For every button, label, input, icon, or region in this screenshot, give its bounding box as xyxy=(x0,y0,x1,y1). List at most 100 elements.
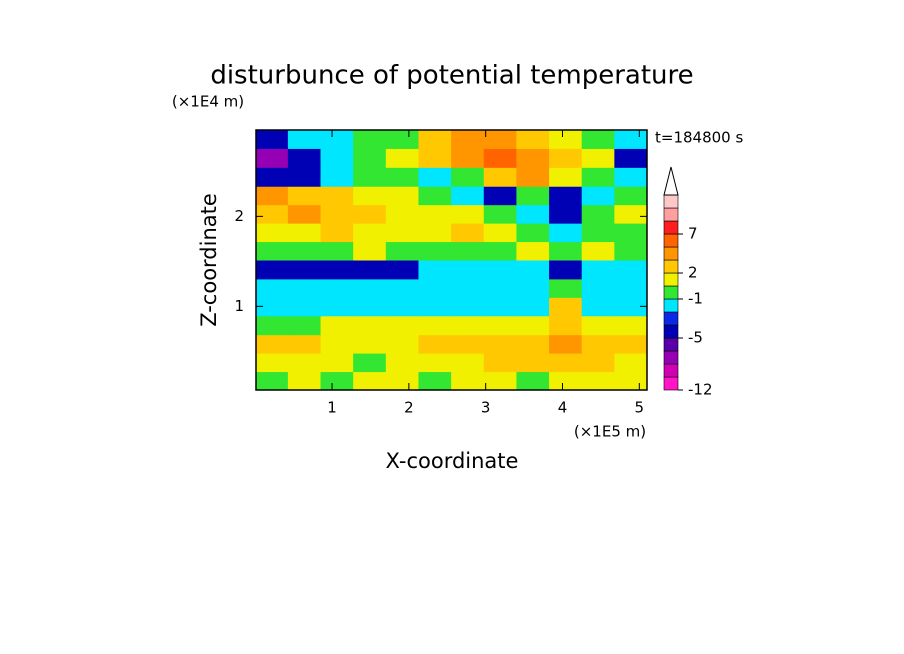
contour-cell xyxy=(549,148,583,168)
contour-cell xyxy=(320,334,354,354)
contour-cell xyxy=(418,241,452,261)
contour-cell xyxy=(614,315,648,336)
contour-cell xyxy=(581,186,615,206)
contour-cell xyxy=(614,223,648,243)
contour-cell xyxy=(614,371,648,391)
colorbar-arrow xyxy=(663,166,679,196)
contour-cell xyxy=(385,353,419,373)
contour-cell xyxy=(549,278,583,298)
y-unit: (×1E4 m) xyxy=(172,93,244,111)
contour-cell xyxy=(451,315,485,336)
contour-cell xyxy=(581,241,615,261)
contour-cell xyxy=(320,223,354,243)
contour-cell xyxy=(320,204,354,224)
contour-cell xyxy=(385,278,419,298)
contour-cell xyxy=(614,204,648,224)
contour-cell xyxy=(549,223,583,243)
contour-cell xyxy=(451,334,485,354)
contour-cell xyxy=(385,204,419,224)
colorbar-box xyxy=(663,220,679,235)
contour-cell xyxy=(287,297,322,317)
contour-cell xyxy=(581,353,615,373)
plot-frame xyxy=(255,129,648,391)
contour-cell xyxy=(614,186,648,206)
x-tick-label: 2 xyxy=(404,399,414,417)
contour-cell xyxy=(549,315,583,336)
contour-cell xyxy=(320,186,354,206)
contour-cell xyxy=(581,278,615,298)
contour-cell xyxy=(516,371,550,391)
contour-cell xyxy=(287,241,322,261)
contour-cell xyxy=(549,371,583,391)
time-label: t=184800 s xyxy=(655,129,743,147)
contour-cell xyxy=(353,186,387,206)
contour-cell xyxy=(418,315,452,336)
contour-cell xyxy=(353,130,387,149)
contour-cell xyxy=(483,186,517,206)
contour-cell xyxy=(256,167,289,187)
contour-cell xyxy=(483,334,517,354)
contour-cell xyxy=(353,334,387,354)
colorbar-box xyxy=(663,259,679,274)
contour-cell xyxy=(516,315,550,336)
contour-cell xyxy=(353,204,387,224)
contour-cell xyxy=(418,278,452,298)
chart-title: disturbunce of potential temperature xyxy=(210,61,693,91)
contour-cell xyxy=(451,297,485,317)
contour-cell xyxy=(353,167,387,187)
contour-cell xyxy=(581,167,615,187)
contour-cell xyxy=(385,167,419,187)
contour-cell xyxy=(287,260,322,280)
contour-cell xyxy=(418,260,452,280)
y-tick-label: 2 xyxy=(234,207,244,225)
colorbar-box xyxy=(663,337,679,352)
contour-cell xyxy=(451,353,485,373)
contour-cell xyxy=(516,278,550,298)
contour-cell xyxy=(385,148,419,168)
contour-cell xyxy=(418,297,452,317)
colorbar-box xyxy=(663,298,679,313)
contour-cell xyxy=(256,260,289,280)
contour-cell xyxy=(418,130,452,149)
contour-cell xyxy=(516,353,550,373)
contour-cell xyxy=(451,167,485,187)
contour-cell xyxy=(256,241,289,261)
contour-cell xyxy=(451,260,485,280)
contour-cell xyxy=(581,130,615,149)
contour-cell xyxy=(483,148,517,168)
colorbar-box xyxy=(663,363,679,378)
contour-cell xyxy=(451,278,485,298)
contour-cell xyxy=(516,148,550,168)
contour-cell xyxy=(320,297,354,317)
contour-cell xyxy=(385,223,419,243)
contour-cell xyxy=(483,371,517,391)
contour-cell xyxy=(256,186,289,206)
contour-cell xyxy=(320,278,354,298)
contour-cell xyxy=(353,278,387,298)
contour-cell xyxy=(581,315,615,336)
contour-cell xyxy=(256,278,289,298)
contour-cell xyxy=(581,297,615,317)
contour-cell xyxy=(483,130,517,149)
contour-cell xyxy=(353,353,387,373)
contour-cell xyxy=(614,241,648,261)
contour-cell xyxy=(451,371,485,391)
colorbar-box xyxy=(663,194,679,209)
contour-cell xyxy=(353,371,387,391)
contour-cell xyxy=(549,241,583,261)
colorbar-box xyxy=(663,233,679,248)
contour-cell xyxy=(614,130,648,149)
colorbar-box xyxy=(663,207,679,222)
contour-cell xyxy=(516,260,550,280)
contour-cell xyxy=(353,260,387,280)
contour-cell xyxy=(320,353,354,373)
contour-cell xyxy=(418,371,452,391)
contour-cell xyxy=(418,353,452,373)
colorbar-box xyxy=(663,272,679,287)
contour-cell xyxy=(320,315,354,336)
contour-cell xyxy=(516,223,550,243)
contour-cell xyxy=(385,334,419,354)
contour-cell xyxy=(287,315,322,336)
contour-cell xyxy=(385,241,419,261)
contour-cell xyxy=(287,353,322,373)
